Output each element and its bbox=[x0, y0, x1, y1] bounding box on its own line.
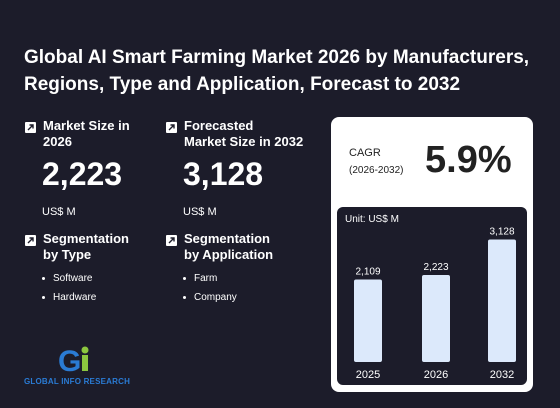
logo: G bbox=[22, 345, 112, 382]
seg-app-item: Company bbox=[183, 292, 237, 303]
bar-value-label: 3,128 bbox=[489, 227, 514, 238]
logo-text: GLOBAL INFO RESEARCH bbox=[24, 377, 131, 386]
svg-text:G: G bbox=[58, 345, 81, 377]
chart-svg: 2,109 2025 2,223 2026 3,128 2032 bbox=[354, 227, 516, 381]
arrow-icon bbox=[166, 235, 177, 246]
category-label: 2032 bbox=[490, 369, 514, 381]
arrow-icon bbox=[25, 122, 36, 133]
seg-type-item: Hardware bbox=[42, 292, 96, 303]
cagr-label: CAGR bbox=[349, 147, 381, 159]
cagr-period: (2026-2032) bbox=[349, 165, 404, 176]
category-label: 2025 bbox=[356, 369, 380, 381]
bar-value-label: 2,109 bbox=[355, 266, 380, 277]
arrow-icon bbox=[25, 235, 36, 246]
cagr-value: 5.9% bbox=[425, 139, 512, 181]
bar-value-label: 2,223 bbox=[423, 262, 448, 273]
chart-unit-label: Unit: US$ M bbox=[345, 214, 399, 225]
page-title: Global AI Smart Farming Market 2026 by M… bbox=[24, 47, 530, 95]
market-size-unit: US$ M bbox=[42, 206, 76, 218]
bar-chart: Unit: US$ M 2,109 2025 2,223 2026 3,128 2032 bbox=[337, 207, 527, 385]
market-size-value: 2,223 bbox=[42, 156, 123, 192]
seg-app-label: Segmentation by Application bbox=[184, 231, 274, 262]
bar-2032 bbox=[488, 239, 516, 362]
forecast-value: 3,128 bbox=[183, 156, 264, 192]
seg-type-item: Software bbox=[42, 273, 92, 284]
bar-2026 bbox=[422, 274, 450, 362]
market-size-label: Market Size in 2026 bbox=[43, 118, 130, 149]
arrow-icon bbox=[166, 122, 177, 133]
category-label: 2026 bbox=[424, 369, 448, 381]
bar-2025 bbox=[354, 279, 382, 362]
seg-app-item: Farm bbox=[183, 273, 217, 284]
forecast-label: Forecasted Market Size in 2032 bbox=[184, 118, 304, 149]
seg-type-label: Segmentation by Type bbox=[43, 231, 129, 262]
forecast-unit: US$ M bbox=[183, 206, 217, 218]
logo-icon: G bbox=[58, 345, 89, 378]
cagr-card: CAGR (2026-2032) 5.9% Unit: US$ M 2,109 2… bbox=[331, 117, 533, 392]
